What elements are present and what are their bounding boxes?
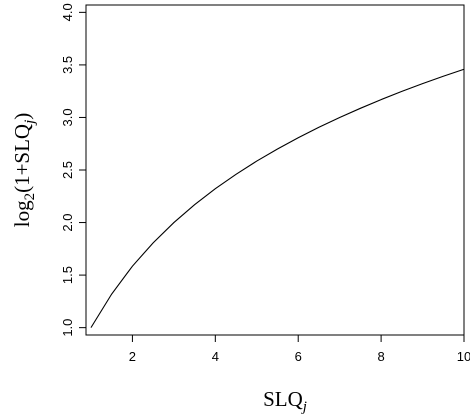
y-axis-title-sub-2: 2: [22, 193, 38, 201]
x-tick-label: 2: [129, 349, 136, 364]
x-tick-label: 10: [457, 349, 470, 364]
y-tick-label: 1.0: [60, 319, 75, 337]
x-tick-label: 4: [212, 349, 219, 364]
x-axis: 2 4 6 8 10: [129, 335, 470, 364]
y-axis: 1.0 1.5 2.0 2.5 3.0 3.5 4.0: [60, 3, 86, 337]
plot-frame: [85, 4, 465, 336]
x-tick-label: 6: [295, 349, 302, 364]
y-tick-label: 1.5: [60, 266, 75, 284]
x-axis-title: SLQj: [263, 387, 307, 415]
x-axis-title-subscript: j: [301, 399, 307, 415]
y-tick-label: 2.0: [60, 214, 75, 232]
y-tick-label: 3.0: [60, 108, 75, 126]
y-axis-title-subscript: j: [22, 120, 38, 126]
x-tick-label: 8: [377, 349, 384, 364]
series-line: [90, 68, 465, 328]
y-axis-title: log2(1+SLQj): [10, 113, 38, 228]
y-tick-label: 2.5: [60, 161, 75, 179]
y-tick-label: 4.0: [60, 3, 75, 21]
y-tick-label: 3.5: [60, 56, 75, 74]
